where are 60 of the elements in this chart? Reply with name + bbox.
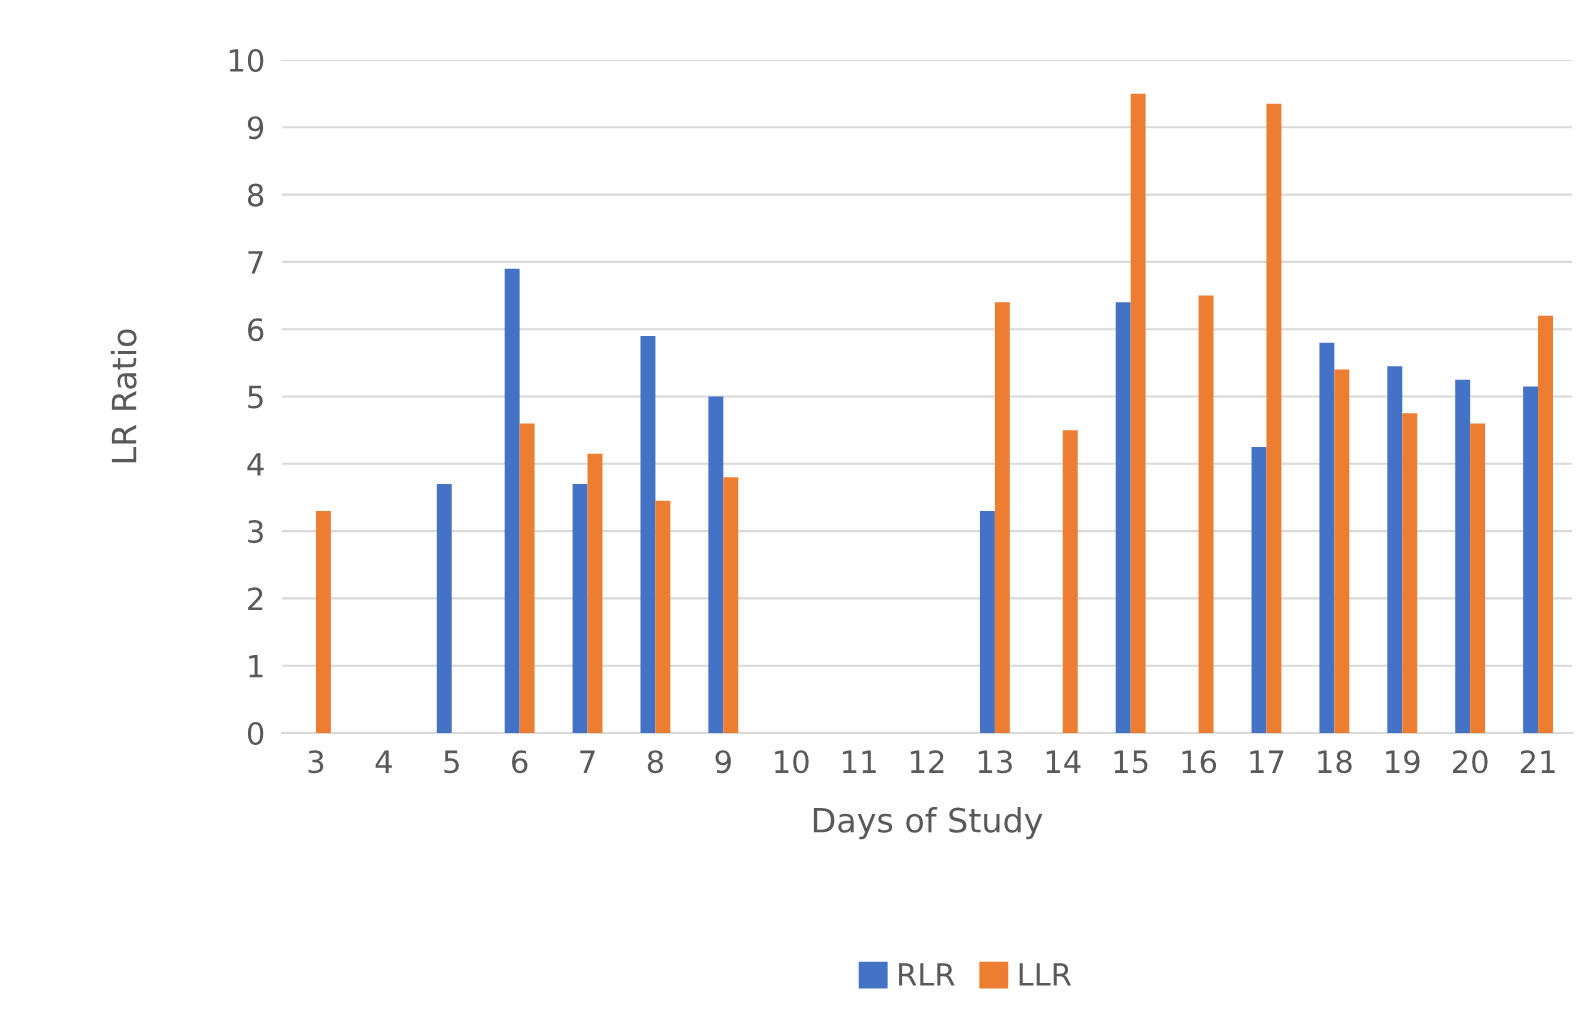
bar xyxy=(572,483,588,733)
y-tick-label: 7 xyxy=(248,251,263,274)
x-tick-label: 7 xyxy=(580,750,595,773)
y-tick-label: 3 xyxy=(248,520,263,544)
bar xyxy=(436,483,452,733)
bar xyxy=(519,423,535,733)
bar xyxy=(708,396,724,733)
bar xyxy=(504,268,520,733)
x-tick-label: 15 xyxy=(1114,750,1148,774)
bar xyxy=(979,510,995,733)
x-tick-label: 5 xyxy=(444,750,459,774)
x-tick-label: 16 xyxy=(1182,750,1217,774)
bar xyxy=(640,335,656,733)
x-tick-label: 18 xyxy=(1318,750,1352,774)
bar xyxy=(1198,295,1214,733)
x-tick-label: 9 xyxy=(715,750,731,774)
bar xyxy=(1455,379,1471,733)
bar xyxy=(655,500,671,733)
bar xyxy=(1115,302,1131,733)
bar xyxy=(1251,446,1267,733)
x-tick-label: 19 xyxy=(1386,750,1420,774)
bar xyxy=(587,453,603,733)
bar xyxy=(1319,342,1335,733)
bar xyxy=(1523,386,1539,733)
x-tick-label: 8 xyxy=(647,750,664,774)
y-tick-label: 0 xyxy=(247,721,264,746)
y-tick-label: 9 xyxy=(247,116,264,140)
y-tick-label: 2 xyxy=(248,587,263,611)
legend-label: RLR xyxy=(899,963,955,986)
bar xyxy=(1538,315,1553,733)
x-tick-label: 20 xyxy=(1452,750,1488,774)
bar xyxy=(1402,413,1418,733)
y-tick-label: 10 xyxy=(229,48,264,73)
bar xyxy=(1387,366,1403,733)
y-tick-label: 4 xyxy=(247,453,264,476)
x-tick-label: 14 xyxy=(1046,750,1081,773)
bar xyxy=(1470,423,1486,733)
x-tick-label: 11 xyxy=(843,750,876,773)
y-tick-label: 5 xyxy=(248,385,263,409)
x-tick-label: 21 xyxy=(1520,750,1555,773)
y-tick-label: 6 xyxy=(248,318,264,342)
x-tick-label: 12 xyxy=(910,750,944,773)
x-tick-label: 4 xyxy=(375,750,392,773)
bar xyxy=(315,510,331,733)
bar xyxy=(1062,430,1078,733)
y-axis-title: LR Ratio xyxy=(110,329,137,463)
x-axis-title: Days of Study xyxy=(813,807,1043,840)
x-tick-label: 3 xyxy=(308,750,324,774)
bar xyxy=(1334,369,1350,733)
x-tick-label: 10 xyxy=(775,750,809,774)
bar xyxy=(994,302,1010,733)
x-tick-label: 13 xyxy=(978,750,1012,774)
x-tick-label: 6 xyxy=(512,750,528,774)
y-tick-label: 1 xyxy=(249,655,263,678)
bar xyxy=(1130,93,1146,733)
bar xyxy=(723,477,739,733)
y-tick-label: 8 xyxy=(247,183,264,207)
legend-label: LLR xyxy=(1019,963,1072,986)
x-tick-label: 17 xyxy=(1250,750,1284,773)
bar xyxy=(1266,103,1282,733)
